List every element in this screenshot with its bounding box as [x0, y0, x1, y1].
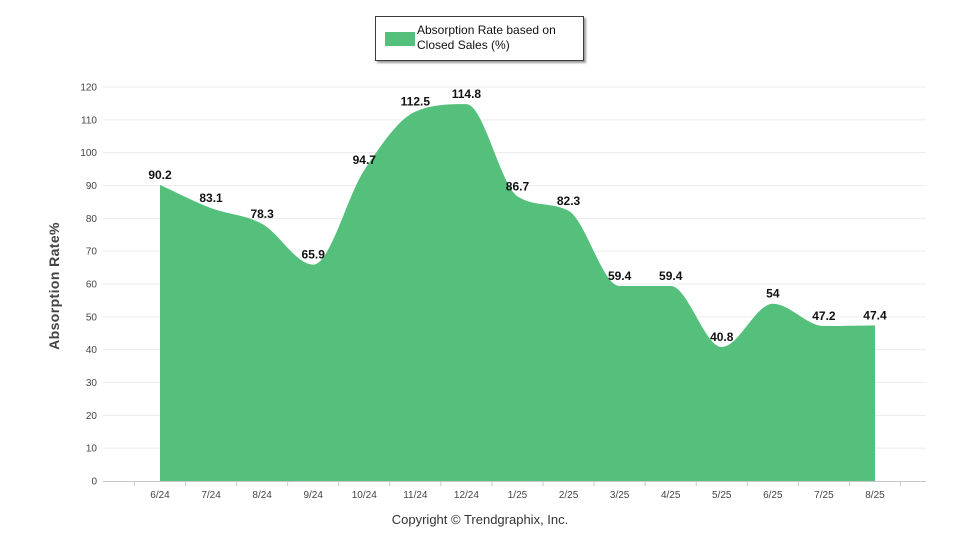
- x-tick-label: 8/24: [252, 490, 272, 501]
- x-tick-label: 4/25: [661, 490, 681, 501]
- x-tick-label: 1/25: [508, 490, 528, 501]
- area-series: [160, 104, 875, 481]
- x-tick-label: 11/24: [403, 490, 428, 501]
- y-tick-label: 90: [86, 181, 98, 192]
- data-label: 114.8: [452, 87, 482, 101]
- y-tick-label: 120: [80, 83, 97, 94]
- data-label: 59.4: [659, 269, 683, 283]
- copyright-text: Copyright © Trendgraphix, Inc.: [391, 512, 569, 527]
- y-axis-ticks: 0 10 20 30 40 50 60 70 80 90 100 110 120: [80, 83, 97, 488]
- x-tick-label: 5/25: [712, 490, 732, 501]
- data-labels: 90.2 83.1 78.3 65.9 94.7 112.5 114.8 86.7 82.3 59…: [148, 87, 887, 344]
- data-label: 54: [766, 287, 780, 301]
- x-tick-label: 8/25: [865, 490, 885, 501]
- x-tick-label: 7/25: [814, 490, 834, 501]
- data-label: 112.5: [401, 95, 431, 109]
- data-label: 94.7: [353, 153, 377, 167]
- data-label: 90.2: [148, 168, 172, 182]
- data-label: 78.3: [250, 207, 274, 221]
- y-tick-label: 0: [91, 477, 97, 488]
- x-tick-label: 10/24: [352, 490, 377, 501]
- legend-label: Absorption Rate based on Closed Sales (%…: [417, 23, 556, 52]
- y-tick-label: 110: [81, 115, 97, 126]
- y-tick-label: 60: [86, 280, 98, 291]
- x-tick-label: 6/24: [150, 490, 170, 501]
- data-label: 47.2: [812, 309, 836, 323]
- x-tick-label: 3/25: [610, 490, 630, 501]
- y-tick-label: 40: [86, 345, 98, 356]
- y-tick-label: 30: [86, 378, 98, 389]
- legend-swatch: [385, 32, 415, 46]
- x-axis-ticks: 6/24 7/24 8/24 9/24 10/24 11/24 12/24 1/25 2/25 3…: [133, 481, 902, 501]
- x-tick-label: 2/25: [559, 490, 579, 501]
- y-tick-label: 20: [86, 411, 98, 422]
- data-label: 59.4: [608, 269, 632, 283]
- y-axis-title: Absorption Rate%: [46, 222, 62, 350]
- x-tick-label: 12/24: [454, 490, 479, 501]
- x-tick-label: 6/25: [763, 490, 783, 501]
- data-label: 40.8: [710, 330, 734, 344]
- data-label: 86.7: [506, 179, 530, 193]
- data-label: 83.1: [199, 191, 223, 205]
- x-tick-label: 9/24: [303, 490, 323, 501]
- data-label: 82.3: [557, 194, 581, 208]
- y-tick-label: 10: [86, 444, 98, 455]
- y-tick-label: 50: [86, 312, 98, 323]
- y-tick-label: 70: [86, 247, 98, 258]
- legend: Absorption Rate based on Closed Sales (%…: [375, 16, 584, 61]
- y-tick-label: 80: [86, 214, 98, 225]
- y-tick-label: 100: [80, 148, 97, 159]
- data-label: 65.9: [302, 248, 326, 262]
- x-tick-label: 7/24: [201, 490, 221, 501]
- data-label: 47.4: [863, 308, 887, 322]
- area-fill: [160, 104, 875, 481]
